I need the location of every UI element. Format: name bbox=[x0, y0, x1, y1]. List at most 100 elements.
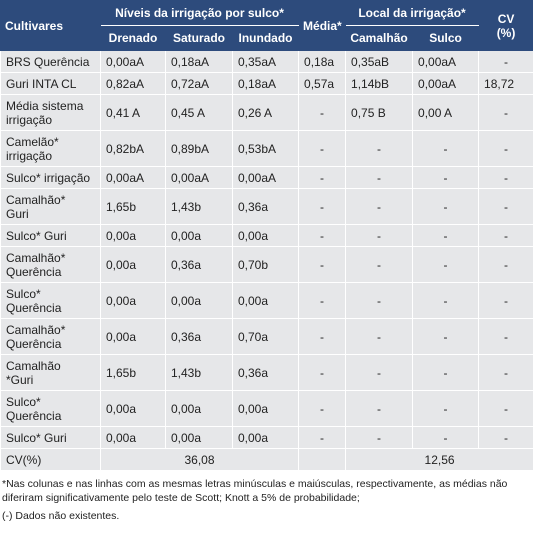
cell: 0,00a bbox=[100, 390, 166, 427]
cell: 1,65b bbox=[100, 354, 166, 391]
cell: 0,41 A bbox=[100, 94, 166, 131]
cell: 0,36a bbox=[165, 318, 233, 355]
header-cell: Cultivares bbox=[0, 0, 101, 51]
cell: 0,82bA bbox=[100, 130, 166, 167]
cell: - bbox=[478, 282, 533, 319]
cell: - bbox=[478, 426, 533, 449]
cell: 0,00aA bbox=[412, 50, 480, 73]
table-row: Sulco* Guri 0,00a 0,00a 0,00a - - - - bbox=[0, 426, 533, 449]
cell: 0,70b bbox=[231, 246, 300, 283]
table-row: Guri INTA CL 0,82aA 0,72aA 0,18aA 0,57a 1,14b… bbox=[0, 72, 533, 95]
cell: 0,18aA bbox=[231, 72, 300, 95]
cell: 0,57a bbox=[298, 72, 347, 95]
cell: - bbox=[298, 94, 347, 131]
cell: - bbox=[298, 426, 347, 449]
cell: 0,00a bbox=[100, 318, 166, 355]
cell: 0,45 A bbox=[165, 94, 233, 131]
table-row: Sulco* Querência 0,00a 0,00a 0,00a - - - - bbox=[0, 282, 533, 319]
cell: 1,65b bbox=[100, 188, 166, 225]
cell: 0,18aA bbox=[165, 50, 233, 73]
header-cell: Camalhão bbox=[345, 25, 414, 51]
cell: - bbox=[345, 246, 414, 283]
cell: - bbox=[478, 50, 533, 73]
note: (-) Dados não existentes. bbox=[2, 510, 120, 522]
cell: 0,00aA bbox=[100, 166, 166, 189]
cell: - bbox=[478, 224, 533, 247]
cell: 36,08 bbox=[99, 448, 300, 471]
cell: 0,00a bbox=[231, 390, 300, 427]
table-body: BRS Querência 0,00aA 0,18aA 0,35aA 0,18a 0,35… bbox=[0, 50, 533, 471]
notes: *Nas colunas e nas linhas com as mesmas … bbox=[0, 471, 533, 523]
cell: - bbox=[298, 246, 347, 283]
cell: - bbox=[345, 318, 414, 355]
cell: - bbox=[298, 166, 347, 189]
cell: 0,70a bbox=[231, 318, 300, 355]
cell: - bbox=[412, 354, 480, 391]
table-row: Camalhão* Querência 0,00a 0,36a 0,70a - - - - bbox=[0, 318, 533, 355]
cell: - bbox=[412, 426, 480, 449]
cell: - bbox=[478, 246, 533, 283]
header-cell: Média* bbox=[298, 0, 347, 51]
header-cell: CV (%) bbox=[478, 0, 533, 51]
cell: 0,36a bbox=[165, 246, 233, 283]
cell: 0,00a bbox=[100, 224, 166, 247]
cell: - bbox=[412, 246, 480, 283]
cell: 0,72aA bbox=[165, 72, 233, 95]
cell bbox=[298, 448, 347, 471]
cell: 0,35aA bbox=[231, 50, 300, 73]
cell: 0,89bA bbox=[165, 130, 233, 167]
row-label: Camalhão* Querência bbox=[0, 246, 101, 283]
cell: 0,00aA bbox=[100, 50, 166, 73]
table-row: Camalhão* Querência 0,00a 0,36a 0,70b - - - - bbox=[0, 246, 533, 283]
cell: - bbox=[478, 354, 533, 391]
table-row: Sulco* irrigação 0,00aA 0,00aA 0,00aA - - - - bbox=[0, 166, 533, 189]
row-label: Camalhão *Guri bbox=[0, 354, 101, 391]
cell: - bbox=[412, 130, 480, 167]
cell: 0,00a bbox=[100, 426, 166, 449]
row-label: BRS Querência bbox=[0, 50, 101, 73]
cell: 0,00a bbox=[165, 426, 233, 449]
cell: 0,00a bbox=[231, 426, 300, 449]
cell: - bbox=[412, 188, 480, 225]
header-cell: Drenado bbox=[100, 25, 166, 51]
table-row: Camalhão* Guri 1,65b 1,43b 0,36a - - - - bbox=[0, 188, 533, 225]
header-cell: Níveis da irrigação por sulco* bbox=[99, 0, 300, 26]
cell: 0,00aA bbox=[412, 72, 480, 95]
cell: 0,36a bbox=[231, 354, 300, 391]
cell: - bbox=[478, 390, 533, 427]
row-label: Sulco* irrigação bbox=[0, 166, 101, 189]
results-table: Cultivares Níveis da irrigação por sulco… bbox=[0, 0, 533, 471]
cell: 0,00a bbox=[165, 390, 233, 427]
row-label: Sulco* Guri bbox=[0, 426, 101, 449]
cell: 0,53bA bbox=[231, 130, 300, 167]
cell: - bbox=[478, 166, 533, 189]
row-label: Camalhão* Querência bbox=[0, 318, 101, 355]
cell: 0,26 A bbox=[231, 94, 300, 131]
cell: 0,75 B bbox=[345, 94, 414, 131]
cell: - bbox=[298, 130, 347, 167]
cell: 1,14bB bbox=[345, 72, 414, 95]
cell: - bbox=[478, 94, 533, 131]
cell: - bbox=[298, 390, 347, 427]
row-label: CV(%) bbox=[0, 448, 101, 471]
cell: 18,72 bbox=[478, 72, 533, 95]
cell: - bbox=[298, 282, 347, 319]
cell: - bbox=[345, 390, 414, 427]
cell: - bbox=[298, 318, 347, 355]
cv-row: CV(%) 36,08 12,56 bbox=[0, 448, 533, 471]
header-cell: Inundado bbox=[231, 25, 300, 51]
table-row: Camalhão *Guri 1,65b 1,43b 0,36a - - - - bbox=[0, 354, 533, 391]
cell: 0,00a bbox=[165, 282, 233, 319]
row-label: Camelão* irrigação bbox=[0, 130, 101, 167]
cell: - bbox=[478, 130, 533, 167]
cell: - bbox=[478, 188, 533, 225]
cell: 0,00aA bbox=[231, 166, 300, 189]
cell: - bbox=[412, 282, 480, 319]
cell: - bbox=[345, 426, 414, 449]
cell: 0,00a bbox=[100, 246, 166, 283]
table-row: Sulco* Querência 0,00a 0,00a 0,00a - - - - bbox=[0, 390, 533, 427]
header-cell: Sulco bbox=[412, 25, 480, 51]
cell: - bbox=[412, 166, 480, 189]
cell: 0,00a bbox=[100, 282, 166, 319]
